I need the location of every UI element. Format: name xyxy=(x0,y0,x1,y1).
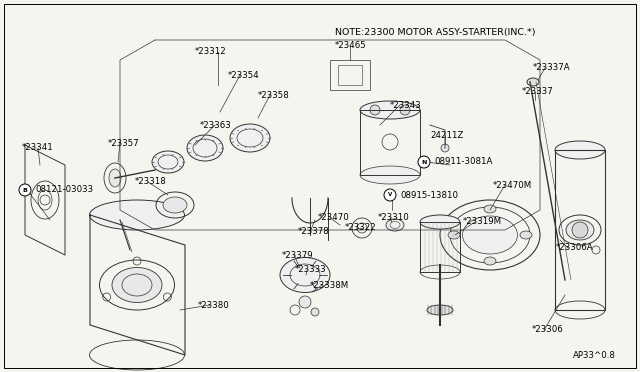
Circle shape xyxy=(441,144,449,152)
Text: NOTE:23300 MOTOR ASSY-STARTER(INC.*): NOTE:23300 MOTOR ASSY-STARTER(INC.*) xyxy=(335,28,536,37)
Text: 08915-13810: 08915-13810 xyxy=(400,190,458,199)
Ellipse shape xyxy=(555,141,605,159)
Text: *23337A: *23337A xyxy=(533,64,571,73)
Ellipse shape xyxy=(386,219,404,231)
Ellipse shape xyxy=(448,231,460,239)
Circle shape xyxy=(299,296,311,308)
Ellipse shape xyxy=(163,197,187,213)
Text: *23363: *23363 xyxy=(200,121,232,129)
Text: AP33^0.8: AP33^0.8 xyxy=(573,350,616,359)
Text: *23341: *23341 xyxy=(22,144,54,153)
Ellipse shape xyxy=(484,257,496,265)
Ellipse shape xyxy=(112,267,162,302)
Text: N: N xyxy=(421,160,427,164)
Text: *23343: *23343 xyxy=(390,100,422,109)
Ellipse shape xyxy=(109,169,121,187)
Text: *23322: *23322 xyxy=(345,224,377,232)
Ellipse shape xyxy=(360,166,420,184)
Text: *23312: *23312 xyxy=(195,48,227,57)
Ellipse shape xyxy=(360,101,420,119)
Text: *23306A: *23306A xyxy=(556,244,594,253)
Ellipse shape xyxy=(230,124,270,152)
Circle shape xyxy=(311,308,319,316)
Text: *23354: *23354 xyxy=(228,71,260,80)
Text: *23318: *23318 xyxy=(135,177,167,186)
Text: 08911-3081A: 08911-3081A xyxy=(434,157,492,167)
Circle shape xyxy=(19,184,31,196)
Ellipse shape xyxy=(280,257,330,292)
Text: B: B xyxy=(22,187,28,192)
Circle shape xyxy=(572,222,588,238)
Text: *23338M: *23338M xyxy=(310,280,349,289)
Text: V: V xyxy=(388,192,392,198)
Text: *23465: *23465 xyxy=(335,41,367,49)
Circle shape xyxy=(384,189,396,201)
Text: *23380: *23380 xyxy=(198,301,230,310)
Text: *23470M: *23470M xyxy=(493,180,532,189)
Text: *23470: *23470 xyxy=(318,214,349,222)
Text: *23319M: *23319M xyxy=(463,218,502,227)
Ellipse shape xyxy=(566,220,594,240)
Text: *23310: *23310 xyxy=(378,214,410,222)
Text: *23379: *23379 xyxy=(282,250,314,260)
Text: *23358: *23358 xyxy=(258,90,290,99)
Ellipse shape xyxy=(152,151,184,173)
Circle shape xyxy=(370,105,380,115)
Ellipse shape xyxy=(420,215,460,229)
Ellipse shape xyxy=(520,231,532,239)
Text: *23333: *23333 xyxy=(295,266,327,275)
Ellipse shape xyxy=(187,135,223,161)
Text: *23357: *23357 xyxy=(108,138,140,148)
Circle shape xyxy=(400,105,410,115)
Text: 24211Z: 24211Z xyxy=(430,131,463,140)
Text: *23306: *23306 xyxy=(532,326,564,334)
Ellipse shape xyxy=(90,200,184,230)
Text: 08121-03033: 08121-03033 xyxy=(35,186,93,195)
Text: *23378: *23378 xyxy=(298,228,330,237)
Text: *23337: *23337 xyxy=(522,87,554,96)
Ellipse shape xyxy=(463,216,518,254)
Ellipse shape xyxy=(427,305,453,315)
Ellipse shape xyxy=(527,78,539,86)
Circle shape xyxy=(418,156,430,168)
Ellipse shape xyxy=(484,205,496,213)
